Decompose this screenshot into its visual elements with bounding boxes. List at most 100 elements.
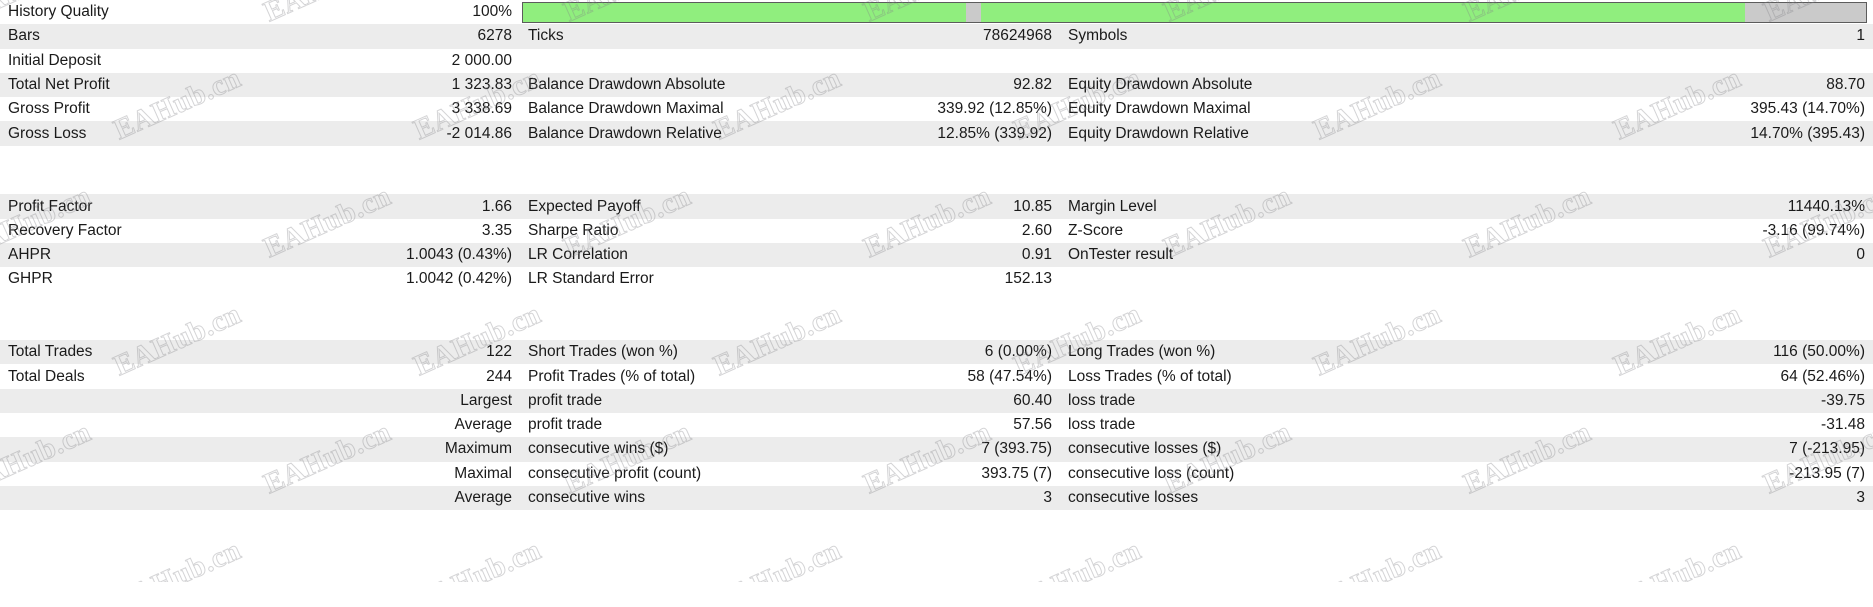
spacer-cell [0,510,1873,535]
row-label-3: Loss Trades (% of total) [1060,364,1350,389]
row-label-2: LR Standard Error [520,267,850,292]
row-value-2: 339.92 (12.85%) [850,97,1060,122]
row-value-3: 88.70 [1350,72,1873,98]
table-spacer-row [0,315,1873,341]
row-label-1: Profit Factor [0,194,300,219]
row-label-3: Equity Drawdown Maximal [1060,97,1350,122]
table-row: Bars 6278 Ticks 78624968 Symbols 1 [0,24,1873,49]
row-label-1: Total Trades [0,340,300,365]
row-value-1: 122 [300,340,520,365]
row-label-3: consecutive losses [1060,485,1350,511]
row-value-1: 244 [300,364,520,389]
row-value-2: 12.85% (339.92) [850,121,1060,146]
history-quality-bar [522,2,1867,24]
row-label-1 [0,485,300,511]
spacer-cell [0,558,1873,584]
row-label-1: Recovery Factor [0,218,300,243]
row-label-2: profit trade [520,388,850,414]
row-value-2: 152.13 [850,267,1060,292]
row-value-2: 92.82 [850,72,1060,98]
row-label-1: History Quality [0,0,300,25]
row-value-3: 1 [1350,24,1873,49]
row-value-2: 78624968 [850,24,1060,49]
row-label-3: OnTester result [1060,242,1350,268]
table-spacer-row [0,170,1873,195]
table-row: Total Trades 122 Short Trades (won %) 6 (0.… [0,340,1873,365]
row-label-2: Ticks [520,24,850,49]
history-quality-bar-cell [520,0,1873,25]
row-label-3: Z-Score [1060,218,1350,243]
table-row: Recovery Factor 3.35 Sharpe Ratio 2.60 Z-Sco… [0,218,1873,243]
table-row: AHPR 1.0043 (0.43%) LR Correlation 0.91 OnTe… [0,242,1873,268]
row-value-1: 1.0043 (0.43%) [300,242,520,268]
row-value-2: 6 (0.00%) [850,340,1060,365]
row-label-2: LR Correlation [520,242,850,268]
row-value-3: 14.70% (395.43) [1350,121,1873,146]
row-value-3: 11440.13% [1350,194,1873,219]
row-label-2: Expected Payoff [520,194,850,219]
row-value-2: 10.85 [850,194,1060,219]
row-value-3: 64 (52.46%) [1350,364,1873,389]
row-value-2: 3 [850,485,1060,511]
spacer-cell [0,145,1873,171]
table-row: Total Deals 244 Profit Trades (% of total)… [0,364,1873,389]
row-value-3: -213.95 (7) [1350,461,1873,486]
row-value-1: Average [300,413,520,438]
row-value-1: 3.35 [300,218,520,243]
table-spacer-row [0,583,1873,607]
row-value-1: 2 000.00 [300,48,520,73]
row-label-1: Initial Deposit [0,48,300,73]
row-value-1: Maximum [300,437,520,462]
table-spacer-row [0,534,1873,559]
row-label-3: Margin Level [1060,194,1350,219]
row-label-2: Balance Drawdown Absolute [520,72,850,98]
row-label-1: Bars [0,24,300,49]
table-row: Maximal consecutive profit (count) 393.75 … [0,461,1873,486]
spacer-cell [0,170,1873,195]
row-label-3: Long Trades (won %) [1060,340,1350,365]
row-label-2: profit trade [520,413,850,438]
row-label-2: Balance Drawdown Maximal [520,97,850,122]
table-row: Maximum consecutive wins ($) 7 (393.75) con… [0,437,1873,462]
row-label-1 [0,413,300,438]
table-row: Profit Factor 1.66 Expected Payoff 10.85 Mar… [0,194,1873,219]
row-label-1: AHPR [0,242,300,268]
row-label-2: consecutive wins ($) [520,437,850,462]
row-label-3: loss trade [1060,413,1350,438]
spacer-cell [0,583,1873,607]
spacer-cell [0,534,1873,559]
row-value-3: 0 [1350,242,1873,268]
table-row: Gross Profit 3 338.69 Balance Drawdown Max… [0,97,1873,122]
row-label-3 [1060,267,1350,292]
row-value-2: 7 (393.75) [850,437,1060,462]
table-row: Initial Deposit 2 000.00 [0,48,1873,73]
table-row: Largest profit trade 60.40 loss trade -39.75 [0,388,1873,414]
row-label-2 [520,48,850,73]
table-spacer-row [0,558,1873,584]
row-label-3: consecutive loss (count) [1060,461,1350,486]
row-value-2: 58 (47.54%) [850,364,1060,389]
row-value-2: 60.40 [850,388,1060,414]
row-value-3 [1350,48,1873,73]
row-label-3 [1060,48,1350,73]
table-row: Gross Loss -2 014.86 Balance Drawdown Rela… [0,121,1873,146]
history-quality-bar-fill [523,3,1746,23]
row-label-1: Gross Profit [0,97,300,122]
row-label-1 [0,437,300,462]
row-value-3: 116 (50.00%) [1350,340,1873,365]
row-label-2: Short Trades (won %) [520,340,850,365]
spacer-cell [0,315,1873,341]
row-label-3: Equity Drawdown Relative [1060,121,1350,146]
table-spacer-row [0,510,1873,535]
row-label-3: Equity Drawdown Absolute [1060,72,1350,98]
row-value-1: 6278 [300,24,520,49]
row-value-3: 395.43 (14.70%) [1350,97,1873,122]
row-label-2: Profit Trades (% of total) [520,364,850,389]
row-value-2: 393.75 (7) [850,461,1060,486]
row-value-1: Average [300,485,520,511]
row-value-1: -2 014.86 [300,121,520,146]
history-quality-bar-gap [966,3,981,23]
row-label-3: loss trade [1060,388,1350,414]
table-row: Total Net Profit 1 323.83 Balance Drawdown… [0,72,1873,98]
